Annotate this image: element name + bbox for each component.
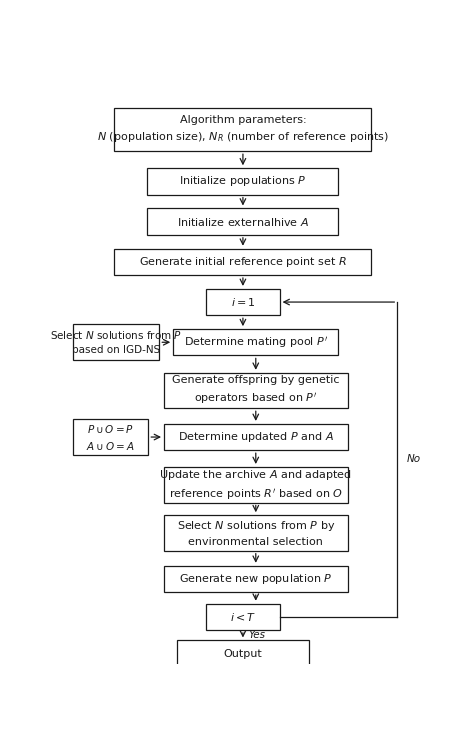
FancyBboxPatch shape <box>164 467 347 503</box>
Text: Select $N$ solutions from $P$ by
environmental selection: Select $N$ solutions from $P$ by environ… <box>177 519 335 547</box>
Text: $i < T$: $i < T$ <box>230 611 256 623</box>
FancyBboxPatch shape <box>206 289 280 316</box>
FancyBboxPatch shape <box>164 424 347 451</box>
FancyBboxPatch shape <box>164 565 347 592</box>
FancyBboxPatch shape <box>164 373 347 408</box>
Text: Generate new population $P$: Generate new population $P$ <box>179 572 332 586</box>
Text: Initialize populations $P$: Initialize populations $P$ <box>179 175 307 189</box>
Text: Update the archive $A$ and adapted
reference points $R'$ based on $O$: Update the archive $A$ and adapted refer… <box>159 468 352 502</box>
Text: $P \cup O = P$
$A \cup O = A$: $P \cup O = P$ $A \cup O = A$ <box>86 422 135 451</box>
FancyBboxPatch shape <box>173 329 338 356</box>
FancyBboxPatch shape <box>147 168 338 195</box>
Text: Yes: Yes <box>248 630 265 640</box>
FancyBboxPatch shape <box>164 515 347 551</box>
Text: Output: Output <box>224 648 262 659</box>
FancyBboxPatch shape <box>147 208 338 235</box>
FancyBboxPatch shape <box>114 108 372 151</box>
Text: Select $N$ solutions from $P$
based on IGD-NS: Select $N$ solutions from $P$ based on I… <box>50 329 182 355</box>
Text: Initialize externalhive $A$: Initialize externalhive $A$ <box>177 216 309 228</box>
Text: $i = 1$: $i = 1$ <box>230 296 255 308</box>
FancyBboxPatch shape <box>73 325 159 360</box>
Text: No: No <box>406 454 420 465</box>
Text: Generate offspring by genetic
operators based on $P'$: Generate offspring by genetic operators … <box>172 375 339 406</box>
Text: Determine mating pool $P'$: Determine mating pool $P'$ <box>184 335 328 350</box>
Text: Algorithm parameters:
$N$ (population size), $N_R$ (number of reference points): Algorithm parameters: $N$ (population si… <box>97 115 389 144</box>
FancyBboxPatch shape <box>206 604 280 630</box>
FancyBboxPatch shape <box>114 248 372 275</box>
FancyBboxPatch shape <box>177 640 309 667</box>
Text: Determine updated $P$ and $A$: Determine updated $P$ and $A$ <box>178 430 334 444</box>
Text: Generate initial reference point set $R$: Generate initial reference point set $R$ <box>139 255 347 269</box>
FancyBboxPatch shape <box>73 419 148 455</box>
